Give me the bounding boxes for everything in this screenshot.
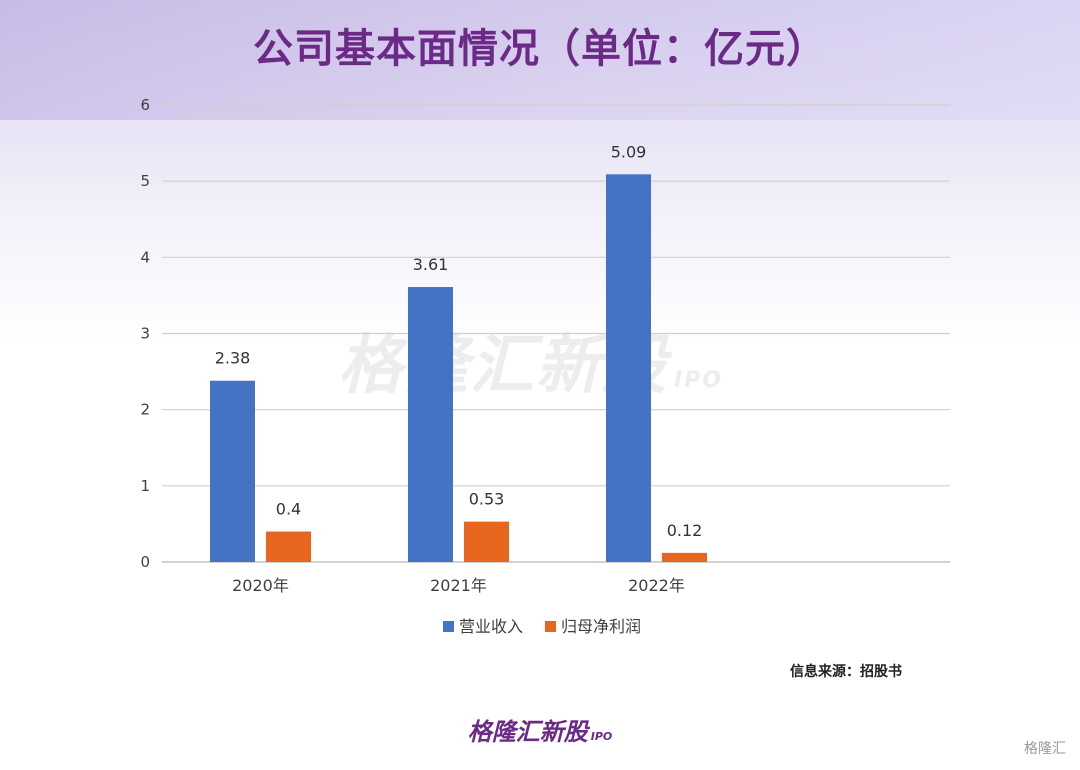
source-note: 信息来源：招股书	[790, 664, 902, 680]
data-label: 0.12	[667, 521, 703, 540]
data-label: 3.61	[413, 255, 449, 274]
footer-logo: 格隆汇新股 IPO	[0, 712, 1080, 747]
bar	[408, 287, 453, 562]
legend-swatch	[545, 621, 556, 632]
data-label: 0.53	[469, 490, 505, 509]
footer-logo-sub: IPO	[590, 730, 613, 743]
bar	[464, 521, 509, 562]
bar	[266, 531, 311, 562]
y-tick-label: 0	[140, 553, 150, 571]
footer-logo-main: 格隆汇新股	[467, 718, 588, 746]
data-label: 5.09	[611, 142, 647, 161]
legend-label: 归母净利润	[561, 617, 641, 636]
x-tick-label: 2022年	[628, 576, 685, 595]
data-label: 0.4	[276, 500, 301, 519]
y-tick-label: 1	[140, 477, 150, 495]
y-tick-label: 4	[140, 248, 150, 266]
bar	[662, 552, 707, 562]
y-tick-label: 6	[140, 96, 150, 114]
x-tick-label: 2020年	[232, 576, 289, 595]
bar	[210, 380, 255, 562]
y-tick-label: 5	[140, 172, 150, 190]
bar	[606, 174, 651, 563]
watermark-sub: IPO	[674, 368, 724, 393]
legend-swatch	[443, 621, 454, 632]
corner-logo: 格隆汇	[1024, 741, 1066, 757]
header-band	[0, 0, 1080, 120]
x-tick-label: 2021年	[430, 576, 487, 595]
y-tick-label: 2	[140, 401, 150, 419]
data-label: 2.38	[215, 349, 251, 368]
y-tick-label: 3	[140, 325, 150, 343]
legend-label: 营业收入	[459, 617, 523, 636]
chart-title: 公司基本面情况（单位：亿元）	[253, 25, 827, 72]
